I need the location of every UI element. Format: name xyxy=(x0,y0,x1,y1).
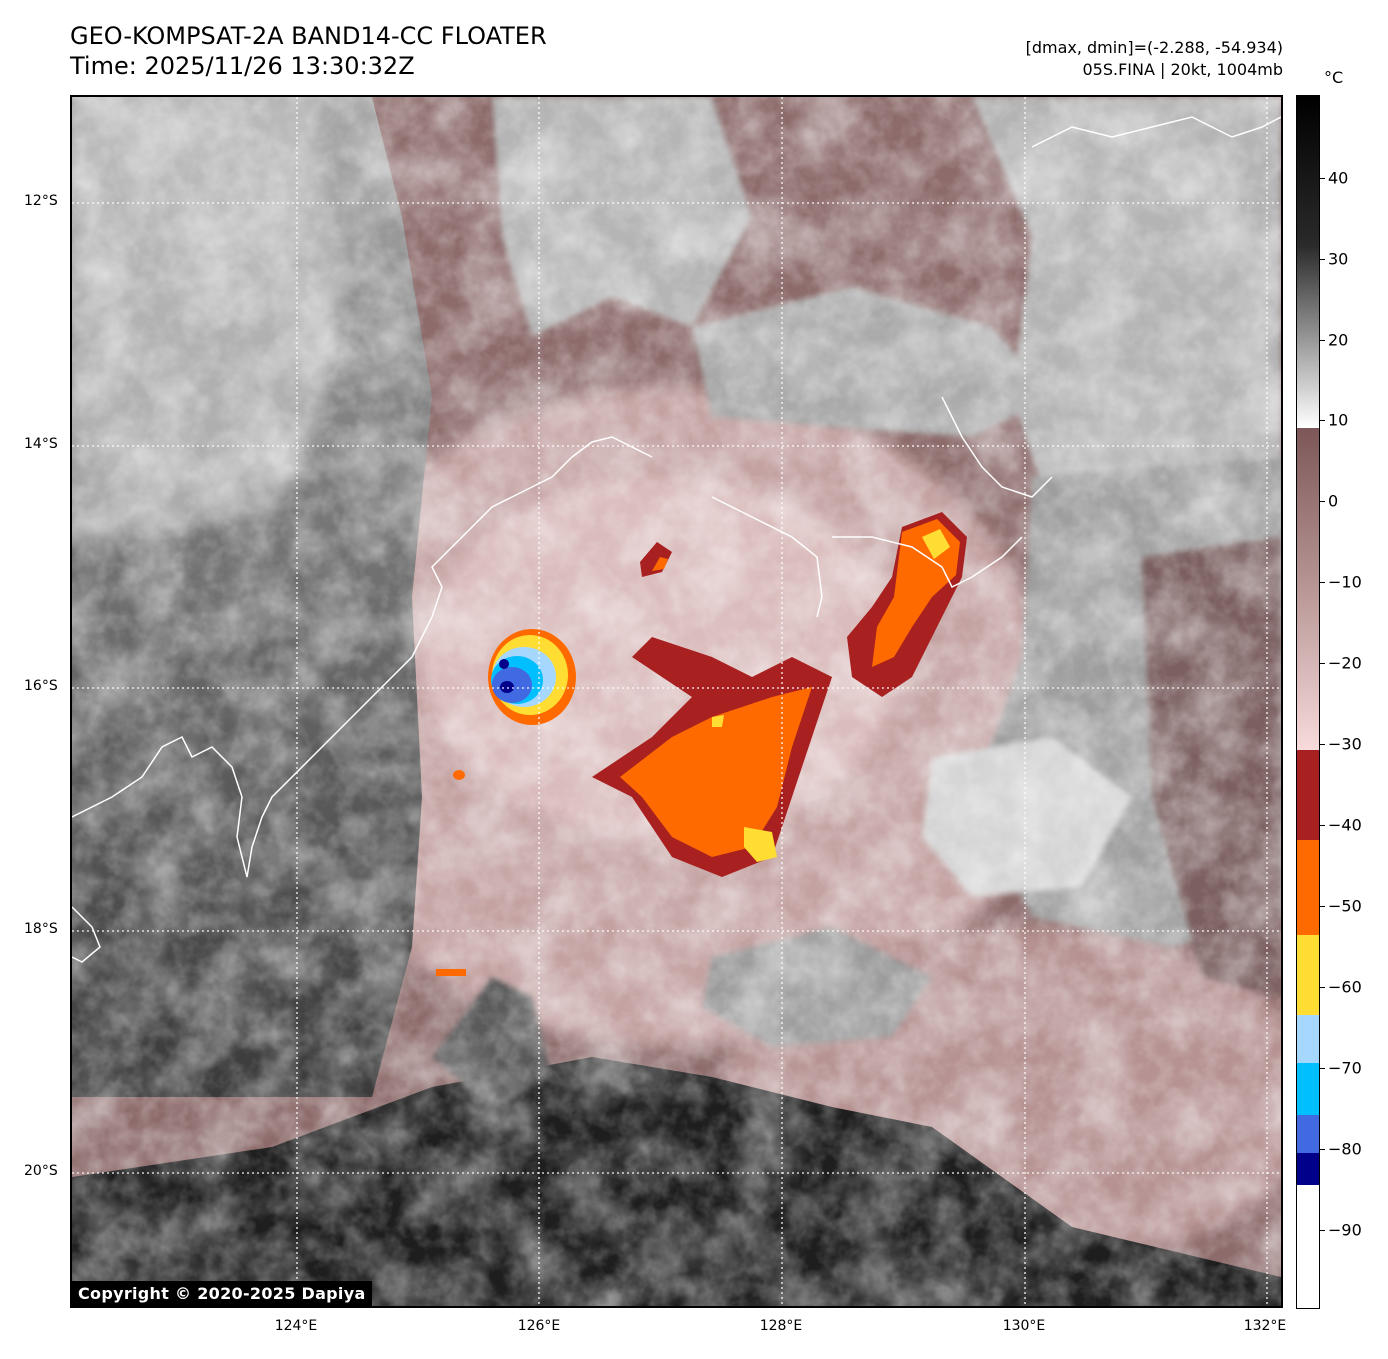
cb-tick-minus80 xyxy=(1320,1149,1325,1150)
cb-tick-minus70 xyxy=(1320,1068,1325,1069)
cb-tick-40 xyxy=(1320,178,1325,179)
cb-label-minus80: −80 xyxy=(1328,1139,1362,1159)
coastline-west xyxy=(72,735,283,878)
small-orange-spot xyxy=(453,770,465,780)
graticule xyxy=(72,97,1281,1306)
cb-label-minus60: −60 xyxy=(1328,977,1362,997)
west-cell-darkblue xyxy=(500,681,514,693)
small-convection-north xyxy=(640,542,672,577)
colorbar-darkblue-segment xyxy=(1297,1153,1319,1185)
cb-label-minus40: −40 xyxy=(1328,815,1362,835)
coastlines xyxy=(72,116,1281,963)
copyright-notice: Copyright © 2020-2025 Dapiya xyxy=(72,1281,372,1306)
colorbar-skyblue-segment xyxy=(1297,1063,1319,1115)
storm-info: 05S.FINA | 20kt, 1004mb xyxy=(1082,60,1283,79)
cb-tick-minus90 xyxy=(1320,1230,1325,1231)
cb-tick-20 xyxy=(1320,340,1325,341)
cb-label-10: 10 xyxy=(1328,410,1349,430)
temperature-colorbar xyxy=(1296,95,1320,1309)
cb-label-minus30: −30 xyxy=(1328,734,1362,754)
temperature-range: [dmax, dmin]=(-2.288, -54.934) xyxy=(1025,38,1283,57)
cb-tick-10 xyxy=(1320,420,1325,421)
west-cell-darkblue-dot xyxy=(499,659,509,669)
cb-label-30: 30 xyxy=(1328,249,1349,269)
cb-label-minus70: −70 xyxy=(1328,1058,1362,1078)
small-orange-strip xyxy=(436,969,466,976)
colorbar-darkred-segment xyxy=(1297,750,1319,840)
lon-label-128E: 128°E xyxy=(759,1318,803,1334)
map-title: GEO-KOMPSAT-2A BAND14-CC FLOATER xyxy=(70,22,547,50)
lon-label-132E: 132°E xyxy=(1243,1318,1287,1334)
cb-tick-minus30 xyxy=(1320,744,1325,745)
colorbar-unit: °C xyxy=(1324,68,1344,87)
coastline-sw xyxy=(72,906,101,963)
cb-tick-30 xyxy=(1320,259,1325,260)
deep-convection-orange xyxy=(620,687,812,857)
colorbar-royalblue-segment xyxy=(1297,1115,1319,1153)
convection-yellow-dot xyxy=(712,715,724,727)
lat-label-12S: 12°S xyxy=(24,193,58,209)
satellite-imagery xyxy=(72,97,1281,1306)
lat-label-16S: 16°S xyxy=(24,678,58,694)
coastline-ne xyxy=(832,536,1023,589)
satellite-map xyxy=(70,95,1283,1308)
cb-tick-0 xyxy=(1320,501,1325,502)
colorbar-lightblue-segment xyxy=(1297,1015,1319,1063)
colorbar-grey-segment xyxy=(1297,96,1319,428)
coastline-timor xyxy=(1031,116,1281,148)
ne-convection-yellow xyxy=(922,529,950,559)
cb-label-40: 40 xyxy=(1328,168,1349,188)
cb-label-20: 20 xyxy=(1328,330,1349,350)
cb-tick-minus50 xyxy=(1320,906,1325,907)
lat-label-20S: 20°S xyxy=(24,1163,58,1179)
lon-label-124E: 124°E xyxy=(274,1318,318,1334)
colorbar-white-segment xyxy=(1297,1185,1319,1308)
cb-label-minus10: −10 xyxy=(1328,572,1362,592)
cb-label-0: 0 xyxy=(1328,491,1339,511)
lon-label-130E: 130°E xyxy=(1002,1318,1046,1334)
colorbar-orange-segment xyxy=(1297,840,1319,935)
fine-texture xyxy=(72,97,1281,1306)
cb-tick-minus60 xyxy=(1320,987,1325,988)
colorbar-brown-segment xyxy=(1297,428,1319,750)
small-convection-north-core xyxy=(652,557,668,571)
cb-label-minus90: −90 xyxy=(1328,1220,1362,1240)
lon-label-126E: 126°E xyxy=(517,1318,561,1334)
colorbar-gradient xyxy=(1297,96,1319,1308)
coastline-kimberley xyxy=(281,476,553,788)
lat-label-14S: 14°S xyxy=(24,436,58,452)
coastline-north xyxy=(551,436,653,478)
map-timestamp: Time: 2025/11/26 13:30:32Z xyxy=(70,52,415,80)
cb-tick-minus10 xyxy=(1320,582,1325,583)
colorbar-yellow-segment xyxy=(1297,935,1319,1015)
cb-tick-minus40 xyxy=(1320,825,1325,826)
coastline-island xyxy=(941,396,1053,498)
cb-tick-minus20 xyxy=(1320,663,1325,664)
lat-label-18S: 18°S xyxy=(24,921,58,937)
deep-convection-yellow xyxy=(744,827,777,862)
coastline-bay xyxy=(711,496,823,618)
cb-label-minus50: −50 xyxy=(1328,896,1362,916)
cb-label-minus20: −20 xyxy=(1328,653,1362,673)
